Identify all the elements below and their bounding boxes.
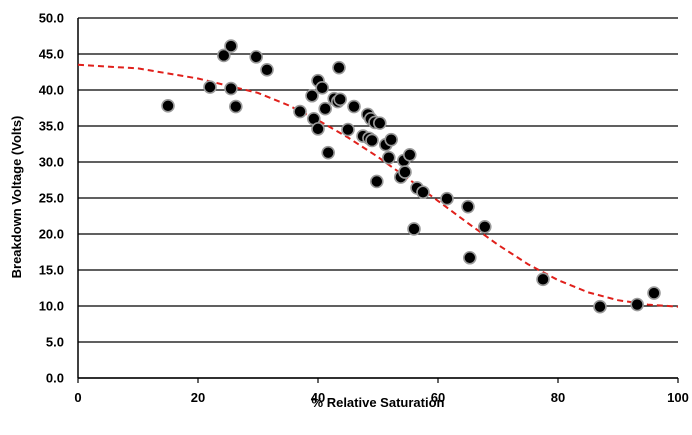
data-point xyxy=(384,132,399,147)
data-points xyxy=(161,39,661,314)
data-point xyxy=(593,299,607,314)
gridlines xyxy=(78,17,678,379)
x-tick-label: 40 xyxy=(311,390,325,405)
data-point xyxy=(347,99,361,114)
y-tick-label: 15.0 xyxy=(39,263,64,278)
data-point xyxy=(318,101,333,116)
data-point xyxy=(536,272,550,287)
data-point xyxy=(381,150,396,165)
y-tick-label: 25.0 xyxy=(39,191,64,206)
data-point xyxy=(461,199,475,214)
tick-labels: 0.0 5.0 10.0 15.0 20.0 25.0 30.0 35.0 40.0 45.0 50… xyxy=(39,11,689,406)
y-tick-label: 45.0 xyxy=(39,47,64,62)
data-point xyxy=(416,185,430,200)
data-point xyxy=(477,220,492,234)
x-tick-label: 0 xyxy=(74,390,81,405)
data-point xyxy=(372,116,387,130)
y-tick-label: 5.0 xyxy=(46,335,64,350)
x-tick-label: 60 xyxy=(431,390,445,405)
data-point xyxy=(407,222,421,236)
data-point xyxy=(224,81,238,96)
y-tick-label: 10.0 xyxy=(39,299,64,314)
y-tick-label: 0.0 xyxy=(46,371,64,386)
data-point xyxy=(224,39,238,53)
data-point xyxy=(321,145,336,160)
y-tick-label: 35.0 xyxy=(39,119,64,134)
data-point xyxy=(462,250,477,265)
x-tick-label: 100 xyxy=(667,390,689,405)
data-point xyxy=(647,286,661,300)
data-point xyxy=(369,174,384,189)
data-point xyxy=(305,88,319,103)
data-point xyxy=(293,104,307,119)
y-axis-title: Breakdown Voltage (Volts) xyxy=(9,116,24,279)
data-point xyxy=(398,165,412,179)
data-point xyxy=(203,80,217,94)
x-tick-label: 20 xyxy=(191,390,205,405)
data-point xyxy=(229,99,243,114)
data-point xyxy=(365,133,379,148)
y-tick-label: 40.0 xyxy=(39,83,64,98)
data-point xyxy=(161,99,175,113)
data-point xyxy=(402,148,417,162)
data-point xyxy=(341,122,355,137)
y-tick-label: 50.0 xyxy=(39,11,64,26)
y-tick-label: 20.0 xyxy=(39,227,64,242)
x-tick-label: 80 xyxy=(551,390,565,405)
data-point xyxy=(315,81,330,95)
y-tick-label: 30.0 xyxy=(39,155,64,170)
data-point xyxy=(630,297,645,312)
data-point xyxy=(260,63,274,77)
data-point xyxy=(311,122,325,136)
data-point xyxy=(332,60,346,75)
data-point xyxy=(217,48,231,63)
axes xyxy=(77,18,679,383)
data-point xyxy=(440,191,454,206)
data-point xyxy=(333,92,348,107)
data-point xyxy=(249,50,264,64)
x-axis-title: % Relative Saturation xyxy=(312,395,445,410)
